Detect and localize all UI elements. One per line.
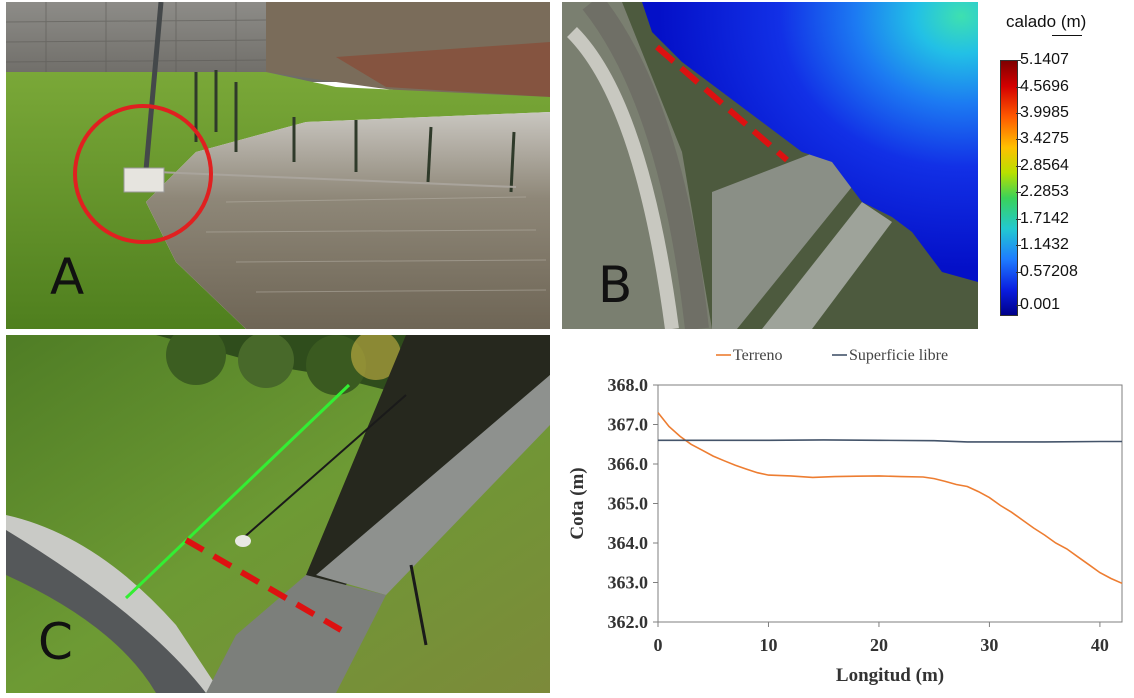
legend-label: Superficie libre (849, 347, 948, 364)
flood-photo (6, 2, 550, 329)
aerial-panel-c: C (6, 335, 550, 693)
depth-colorbar (1000, 60, 1018, 316)
colorbar-tick: 3.9985 (1016, 104, 1069, 121)
y-tick-label: 368.0 (608, 375, 649, 395)
y-tick-label: 364.0 (608, 533, 649, 553)
colorbar-tick: 0.001 (1015, 296, 1061, 313)
y-axis-label: Cota (m) (567, 467, 588, 539)
profile-line-green (124, 383, 351, 600)
profile-line-dashed (655, 44, 789, 163)
colorbar-tick: 1.7142 (1016, 210, 1069, 227)
colorbar-tick: 0.57208 (1016, 263, 1078, 280)
aerial-photo (6, 335, 550, 693)
depth-map (562, 2, 978, 329)
colorbar-tick: 3.4275 (1016, 130, 1069, 147)
x-tick-label: 30 (980, 635, 998, 655)
legend-label: Terreno (733, 347, 783, 364)
colorbar-title-underline (1052, 35, 1082, 36)
y-tick-label: 362.0 (608, 612, 649, 632)
panel-label-b: B (598, 256, 633, 314)
y-tick-label: 367.0 (608, 415, 649, 435)
colorbar-tick: 2.8564 (1016, 157, 1069, 174)
marker-circle (73, 104, 213, 244)
colorbar-tick: 2.2853 (1016, 183, 1069, 200)
depth-map-panel-b: B (562, 2, 978, 329)
series-line-superficie-libre (658, 439, 1122, 443)
x-tick-label: 0 (654, 635, 663, 655)
y-tick-label: 363.0 (608, 573, 649, 593)
x-tick-label: 40 (1091, 635, 1109, 655)
y-tick-label: 365.0 (608, 494, 649, 514)
colorbar-tick: 4.5696 (1016, 78, 1069, 95)
panel-label-a: A (50, 248, 85, 306)
chart-svg: 362.0 363.0 364.0 365.0 366.0 367.0 368.0 0 10 20… (567, 347, 1123, 686)
elevation-profile-chart: 362.0 363.0 364.0 365.0 366.0 367.0 368.0 0 10 20… (556, 338, 1134, 693)
colorbar-tick: 1.1432 (1016, 236, 1069, 253)
x-axis-label: Longitud (m) (836, 665, 944, 686)
series-line-terreno (657, 412, 1123, 585)
colorbar-title: calado (m) (1006, 12, 1087, 31)
photo-panel-a: A (6, 2, 550, 329)
plot-area-frame (657, 384, 1123, 623)
y-tick-label: 366.0 (608, 454, 649, 474)
colorbar-tick: 5.1407 (1016, 51, 1069, 68)
x-tick-label: 10 (759, 635, 777, 655)
panel-label-c: C (38, 613, 73, 671)
x-tick-label: 20 (870, 635, 888, 655)
